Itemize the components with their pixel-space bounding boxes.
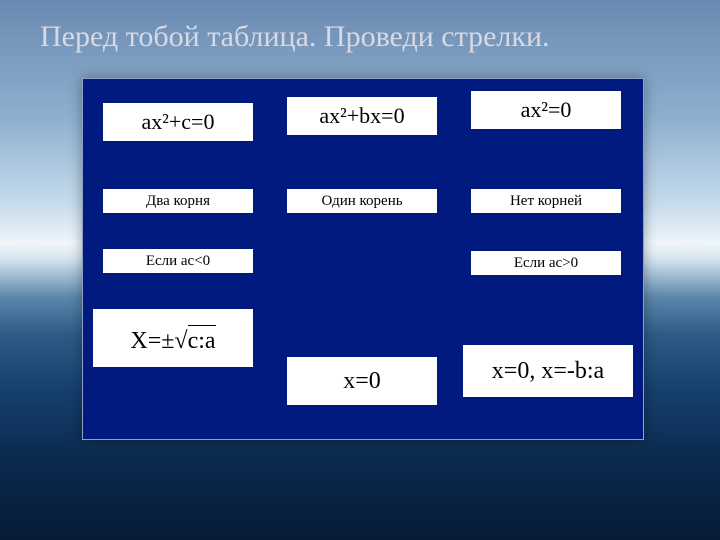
card-note-2[interactable]: Один корень [287, 189, 437, 213]
card-equation-2[interactable]: ax²+bx=0 [287, 97, 437, 135]
solution-text: X=±√c:a [130, 323, 215, 353]
card-solution-1[interactable]: X=±√c:a [93, 309, 253, 367]
sqrt-radicand: c:a [188, 323, 216, 353]
equation-text: ax²+c=0 [142, 111, 215, 133]
solution-text: x=0 [343, 369, 381, 393]
slide-title: Перед тобой таблица. Проведи стрелки. [40, 20, 550, 54]
equation-text: ax²+bx=0 [319, 105, 404, 127]
equation-text: ax²=0 [521, 99, 572, 121]
card-condition-2[interactable]: Если ас>0 [471, 251, 621, 275]
note-text: Один корень [321, 194, 402, 209]
slide-stage: Перед тобой таблица. Проведи стрелки. ax… [0, 0, 720, 540]
card-condition-1[interactable]: Если ас<0 [103, 249, 253, 273]
card-note-1[interactable]: Два корня [103, 189, 253, 213]
card-solution-3[interactable]: x=0, x=-b:a [463, 345, 633, 397]
condition-text: Если ас>0 [514, 256, 578, 271]
card-solution-2[interactable]: x=0 [287, 357, 437, 405]
sqrt-bar [188, 325, 216, 326]
note-text: Два корня [146, 194, 210, 209]
note-text: Нет корней [510, 194, 582, 209]
table-panel: ax²+c=0 ax²+bx=0 ax²=0 Два корня Один ко… [82, 78, 644, 440]
card-note-3[interactable]: Нет корней [471, 189, 621, 213]
card-equation-3[interactable]: ax²=0 [471, 91, 621, 129]
solution-text: x=0, x=-b:a [492, 359, 604, 383]
card-equation-1[interactable]: ax²+c=0 [103, 103, 253, 141]
condition-text: Если ас<0 [146, 254, 210, 269]
